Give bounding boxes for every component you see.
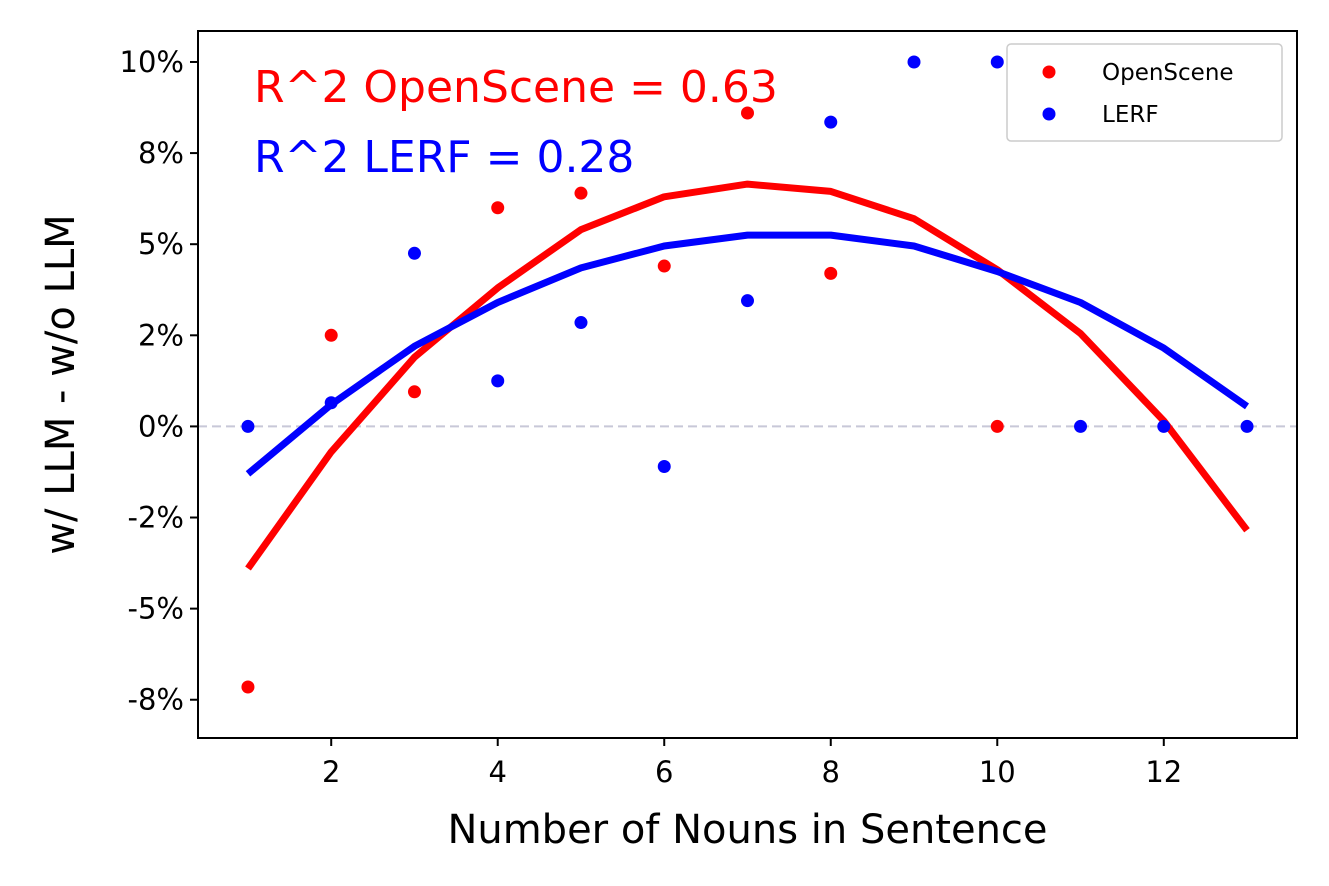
- point-openscene-2: [407, 385, 421, 399]
- point-openscene-0: [241, 680, 255, 694]
- x-tick-label: 10: [979, 755, 1016, 789]
- x-tick-label: 8: [822, 755, 840, 789]
- plot-frame: [197, 30, 1298, 739]
- legend-box: [1006, 43, 1283, 142]
- y-tick-label: 0%: [138, 409, 184, 443]
- legend: OpenScene LERF: [1006, 43, 1283, 142]
- y-axis-title: w/ LLM - w/o LLM: [38, 214, 84, 554]
- point-lerf-10: [1074, 419, 1088, 433]
- point-lerf-1: [324, 396, 338, 410]
- x-tick-label: 4: [489, 755, 507, 789]
- r2-annotation-lerf: R^2 LERF = 0.28: [254, 132, 634, 183]
- point-lerf-9: [990, 55, 1004, 69]
- point-openscene-7: [824, 266, 838, 280]
- legend-marker-openscene: [1042, 65, 1056, 79]
- point-lerf-11: [1157, 419, 1171, 433]
- y-tick-label: 2%: [138, 318, 184, 352]
- r2-annotation-openscene: R^2 OpenScene = 0.63: [254, 62, 778, 113]
- fit-line-openscene: [245, 180, 1250, 571]
- x-tick-label: 6: [655, 755, 673, 789]
- y-tick-label: -5%: [128, 592, 184, 626]
- point-openscene-8: [990, 419, 1004, 433]
- point-lerf-0: [241, 419, 255, 433]
- x-axis-ticks: 2 4 6 8 10 12: [322, 738, 1182, 789]
- point-lerf-4: [574, 316, 588, 330]
- point-lerf-5: [657, 459, 671, 473]
- y-axis-ticks: -8% -5% -2% 0% 2% 5% 8% 10%: [120, 45, 198, 717]
- point-openscene-5: [657, 259, 671, 273]
- legend-marker-lerf: [1042, 107, 1056, 121]
- y-tick-label: 8%: [138, 136, 184, 170]
- y-tick-label: 10%: [120, 45, 184, 79]
- y-tick-label: -8%: [128, 683, 184, 717]
- points-layer: [241, 55, 1254, 694]
- point-openscene-4: [574, 186, 588, 200]
- point-lerf-2: [407, 246, 421, 260]
- fit-line-lerf: [245, 231, 1250, 477]
- point-lerf-3: [491, 374, 505, 388]
- y-tick-label: 5%: [138, 227, 184, 261]
- x-tick-label: 12: [1145, 755, 1182, 789]
- x-tick-label: 2: [322, 755, 340, 789]
- point-openscene-3: [491, 201, 505, 215]
- point-lerf-6: [741, 294, 754, 308]
- legend-label-openscene: OpenScene: [1102, 60, 1234, 86]
- legend-label-lerf: LERF: [1102, 102, 1159, 128]
- point-lerf-12: [1240, 419, 1254, 433]
- point-lerf-8: [907, 55, 921, 69]
- point-openscene-6: [741, 106, 754, 120]
- fit-lines-layer: [245, 180, 1250, 571]
- point-lerf-7: [824, 115, 838, 129]
- point-openscene-1: [324, 328, 338, 342]
- x-axis-title: Number of Nouns in Sentence: [447, 807, 1047, 853]
- y-tick-label: -2%: [128, 501, 184, 535]
